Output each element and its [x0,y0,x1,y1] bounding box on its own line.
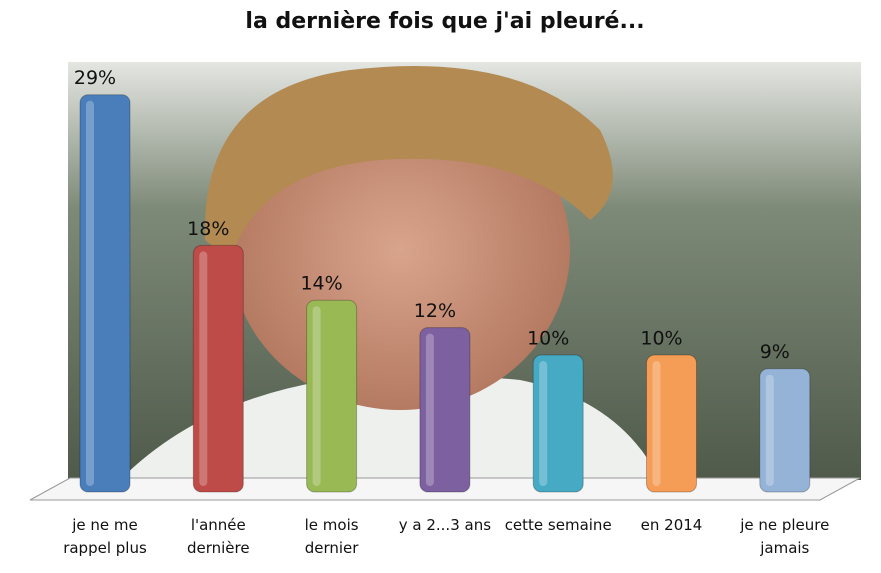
x-tick-label: y a 2...3 ans [398,516,492,534]
bar-shine [539,361,548,486]
bar [646,354,697,493]
bar [79,94,131,493]
x-tick-label: le mois dernier [304,516,359,557]
x-tick-label: je ne pleure jamais [740,516,830,557]
bar-shine [86,100,94,486]
value-label: 18% [187,218,229,240]
value-label: 14% [300,273,342,295]
value-label: 29% [74,67,116,89]
bar-shine [312,306,321,486]
bar-shine [199,251,208,486]
value-label: 9% [760,341,790,363]
value-label: 10% [640,328,682,350]
bar [419,327,471,493]
x-tick-label: l'année dernière [186,516,250,557]
bar-shine [765,374,774,486]
x-tick-label: je ne me rappel plus [63,516,147,557]
x-tick-label: en 2014 [640,516,703,534]
chart-title: la dernière fois que j'ai pleuré... [245,9,644,34]
bar-shine [425,333,434,486]
bar [759,368,811,493]
bar [532,354,584,493]
bar [192,244,244,493]
value-label: 12% [414,300,456,322]
bar [306,299,358,493]
x-tick-label: cette semaine [504,516,612,534]
value-label: 10% [527,328,569,350]
bar-shine [652,361,661,486]
